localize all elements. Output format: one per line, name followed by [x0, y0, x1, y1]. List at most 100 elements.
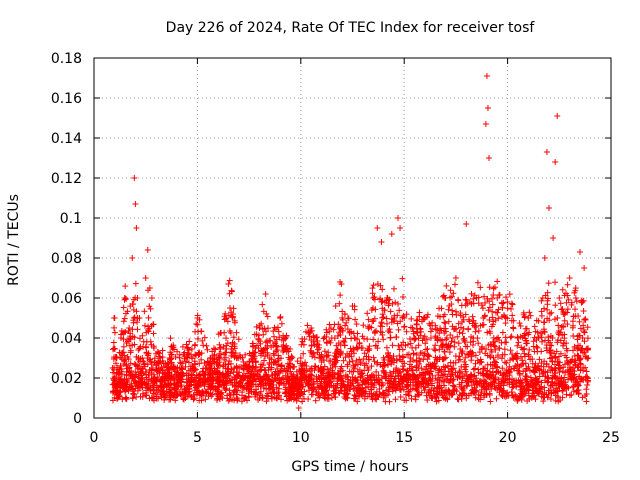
cloud-point	[564, 281, 571, 288]
cloud-point	[552, 279, 559, 286]
cloud-point	[449, 323, 456, 330]
y-tick-label: 0	[73, 411, 82, 427]
cloud-point	[572, 306, 579, 313]
cloud-point	[530, 343, 537, 350]
cloud-point	[110, 339, 117, 346]
cloud-point	[584, 335, 591, 342]
data-point	[556, 295, 563, 301]
cloud-point	[443, 334, 450, 341]
cloud-point	[263, 310, 270, 317]
cloud-point	[399, 275, 406, 282]
cloud-point	[572, 285, 579, 292]
x-tick-label: 25	[602, 430, 620, 446]
cloud-point	[431, 346, 438, 353]
cloud-point	[307, 347, 314, 354]
cloud-point	[120, 318, 127, 325]
cloud-point	[233, 329, 240, 336]
data-point	[543, 149, 550, 155]
cloud-point	[441, 348, 448, 355]
cloud-point	[538, 297, 545, 304]
cloud-point	[321, 348, 328, 355]
cloud-point	[383, 315, 390, 322]
cloud-point	[133, 353, 140, 360]
cloud-point	[445, 318, 452, 325]
cloud-point	[262, 353, 269, 360]
cloud-point	[514, 334, 521, 341]
cloud-point	[409, 324, 416, 331]
cloud-point	[570, 332, 577, 339]
cloud-point	[131, 314, 138, 321]
cloud-point	[199, 337, 206, 344]
y-tick-label: 0.08	[51, 251, 82, 267]
cloud-point	[132, 280, 139, 287]
cloud-point	[464, 300, 471, 307]
cloud-point	[579, 394, 586, 401]
data-point	[131, 175, 138, 181]
cloud-point	[504, 305, 511, 312]
cloud-point	[474, 279, 481, 286]
x-tick-label: 5	[193, 430, 202, 446]
data-point	[452, 275, 459, 281]
cloud-point	[446, 349, 453, 356]
data-point	[144, 247, 151, 253]
cloud-point	[564, 321, 571, 328]
data-point	[545, 205, 552, 211]
y-tick-label: 0.18	[51, 51, 82, 67]
cloud-point	[277, 313, 284, 320]
cloud-point	[559, 306, 566, 313]
cloud-point	[506, 291, 513, 298]
cloud-point	[462, 302, 469, 309]
cloud-point	[352, 316, 359, 323]
cloud-point	[484, 361, 491, 368]
cloud-point	[455, 297, 462, 304]
cloud-point	[474, 335, 481, 342]
cloud-point	[503, 360, 510, 367]
cloud-point	[338, 281, 345, 288]
cloud-point	[487, 398, 494, 405]
cloud-point	[493, 395, 500, 402]
cloud-point	[502, 320, 509, 327]
data-point	[388, 231, 395, 237]
cloud-point	[234, 396, 241, 403]
cloud-point	[174, 348, 181, 355]
cloud-point	[339, 308, 346, 315]
data-points	[109, 73, 592, 411]
cloud-point	[498, 355, 505, 362]
cloud-point	[188, 346, 195, 353]
cloud-point	[432, 322, 439, 329]
cloud-point	[373, 368, 380, 375]
cloud-point	[552, 302, 559, 309]
cloud-point	[452, 353, 459, 360]
cloud-point	[576, 318, 583, 325]
cloud-point	[409, 367, 416, 374]
cloud-point	[538, 334, 545, 341]
cloud-point	[540, 398, 547, 405]
cloud-point	[389, 342, 396, 349]
cloud-point	[450, 290, 457, 297]
data-point	[550, 235, 557, 241]
cloud-point	[479, 305, 486, 312]
cloud-point	[517, 323, 524, 330]
cloud-point	[492, 309, 499, 316]
data-point	[554, 113, 561, 119]
cloud-point	[546, 310, 553, 317]
cloud-point	[583, 398, 590, 405]
cloud-point	[441, 319, 448, 326]
cloud-point	[527, 312, 534, 319]
cloud-point	[472, 328, 479, 335]
cloud-point	[449, 307, 456, 314]
cloud-point	[387, 334, 394, 341]
x-tick-label: 10	[292, 430, 310, 446]
cloud-point	[341, 338, 348, 345]
cloud-point	[522, 325, 529, 332]
cloud-point	[494, 278, 501, 285]
data-point	[397, 225, 404, 231]
data-point	[394, 215, 401, 221]
cloud-point	[582, 353, 589, 360]
cloud-point	[393, 334, 400, 341]
cloud-point	[370, 354, 377, 361]
cloud-point	[491, 284, 498, 291]
cloud-point	[583, 368, 590, 375]
cloud-point	[121, 315, 128, 322]
cloud-point	[395, 326, 402, 333]
